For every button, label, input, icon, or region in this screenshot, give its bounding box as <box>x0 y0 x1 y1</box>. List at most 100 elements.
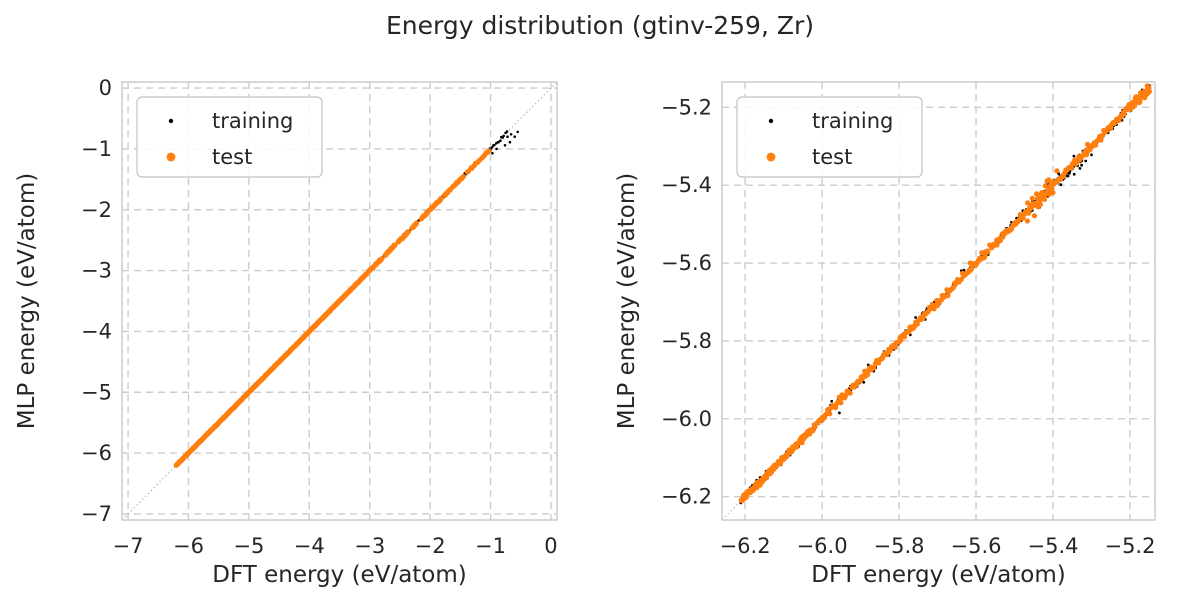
scatter-point <box>945 292 951 299</box>
scatter-point <box>830 399 834 403</box>
scatter-point <box>1054 168 1060 174</box>
axes-frame <box>121 81 558 521</box>
y-tick-label: −1 <box>81 137 112 161</box>
scatter-point <box>506 135 509 138</box>
scatter-point <box>843 392 849 398</box>
scatter-point <box>764 475 770 481</box>
training-marker-icon <box>768 118 774 124</box>
y-tick-label: −7 <box>81 502 112 526</box>
scatter-point <box>405 229 411 235</box>
y-tick-label: −5.6 <box>661 251 712 275</box>
scatter-point <box>865 372 871 378</box>
scatter-point <box>503 144 507 147</box>
scatter-point <box>379 256 385 262</box>
scatter-point <box>502 134 506 138</box>
x-tick-label: −7 <box>113 534 144 558</box>
scatter-point <box>920 315 927 321</box>
scatter-point <box>799 440 805 446</box>
scatter-point <box>1041 196 1048 203</box>
scatter-point <box>892 344 898 350</box>
test-marker-icon <box>166 152 176 162</box>
scatter-point <box>438 195 444 202</box>
x-tick-label: −4 <box>294 534 325 558</box>
x-axis-label: DFT energy (eV/atom) <box>811 562 1066 588</box>
scatter-point <box>509 133 513 136</box>
x-axis-label: DFT energy (eV/atom) <box>212 562 467 588</box>
scatter-point <box>838 411 841 415</box>
y-tick-label: −6 <box>81 441 112 465</box>
scatter-point <box>1037 201 1043 207</box>
y-tick-label: −2 <box>81 198 112 222</box>
figure-title: Energy distribution (gtinv-259, Zr) <box>385 11 814 40</box>
legend-label: training <box>812 109 893 133</box>
test-series <box>173 148 492 468</box>
scatter-point <box>1068 165 1074 171</box>
scatter-point <box>862 380 866 384</box>
y-tick-label: −5.2 <box>661 95 712 119</box>
scatter-point <box>513 135 516 138</box>
scatter-point <box>505 130 509 133</box>
scatter-point <box>967 260 973 266</box>
left-plot: −7 −6 −5 −4 −3 −2 −1 0 0 −1 −2 −3 −4 −5 −6 −7 DFT energy… <box>14 76 558 588</box>
scatter-point <box>1121 111 1127 117</box>
scatter-point <box>1067 172 1071 175</box>
legend-entry-test: test <box>166 145 252 169</box>
scatter-point <box>499 139 502 142</box>
y-tick-label: −5.4 <box>661 173 712 197</box>
scatter-point <box>1049 179 1055 185</box>
scatter-point <box>491 151 494 155</box>
x-tick-label: 0 <box>544 534 557 558</box>
scatter-point <box>1029 195 1035 201</box>
scatter-point <box>1025 210 1032 216</box>
x-tick-label: −2 <box>415 534 446 558</box>
x-tick-label: −5.4 <box>1028 534 1079 558</box>
scatter-point <box>1050 190 1056 196</box>
scatter-point <box>1025 200 1031 206</box>
scatter-point <box>1085 141 1091 147</box>
x-tick-label: −1 <box>475 534 506 558</box>
y-tick-label: −3 <box>81 259 112 283</box>
scatter-point <box>1078 167 1082 170</box>
y-tick-label: −4 <box>81 319 112 343</box>
legend-box <box>136 96 323 178</box>
scatter-point <box>898 337 904 343</box>
scatter-point <box>1093 142 1099 148</box>
y-tick-label: −6.0 <box>661 407 712 431</box>
scatter-point <box>495 147 498 151</box>
legend-entry-training: training <box>168 109 293 133</box>
y-tick-label: 0 <box>99 76 112 100</box>
x-tick-label: −6.0 <box>797 534 848 558</box>
scatter-point <box>1080 163 1083 167</box>
scatter-point <box>490 146 494 149</box>
scatter-point <box>497 140 500 144</box>
scatter-point <box>914 316 917 319</box>
scatter-point <box>938 297 944 303</box>
scatter-point <box>871 365 877 371</box>
scatter-point <box>1066 174 1070 178</box>
legend-entry-test: test <box>766 145 852 169</box>
scatter-point <box>1146 89 1152 95</box>
scatter-point <box>508 140 512 144</box>
scatter-point <box>414 220 420 226</box>
scatter-point <box>493 143 496 147</box>
legend-label: training <box>212 109 293 133</box>
x-tick-label: −5.6 <box>951 534 1002 558</box>
y-axis-label: MLP energy (eV/atom) <box>14 173 40 429</box>
legend: training test <box>736 96 923 178</box>
x-tick-label: −6.2 <box>720 534 771 558</box>
scatter-point <box>486 148 492 154</box>
y-tick-label: −5.8 <box>661 329 712 353</box>
x-tick-label: −5 <box>233 534 264 558</box>
scatter-point <box>1039 190 1045 196</box>
scatter-point <box>994 242 1000 248</box>
scatter-point <box>997 238 1004 244</box>
scatter-point <box>460 174 466 180</box>
scatter-point <box>1084 159 1088 163</box>
scatter-point <box>392 242 398 248</box>
scatter-point <box>847 390 853 396</box>
scatter-point <box>838 400 844 406</box>
right-plot: −6.2 −6.0 −5.8 −5.6 −5.4 −5.2 −5.2 −5.4 −5.6 −5.8… <box>614 81 1156 588</box>
x-tick-label: −5.2 <box>1104 534 1155 558</box>
legend: training test <box>136 96 323 178</box>
